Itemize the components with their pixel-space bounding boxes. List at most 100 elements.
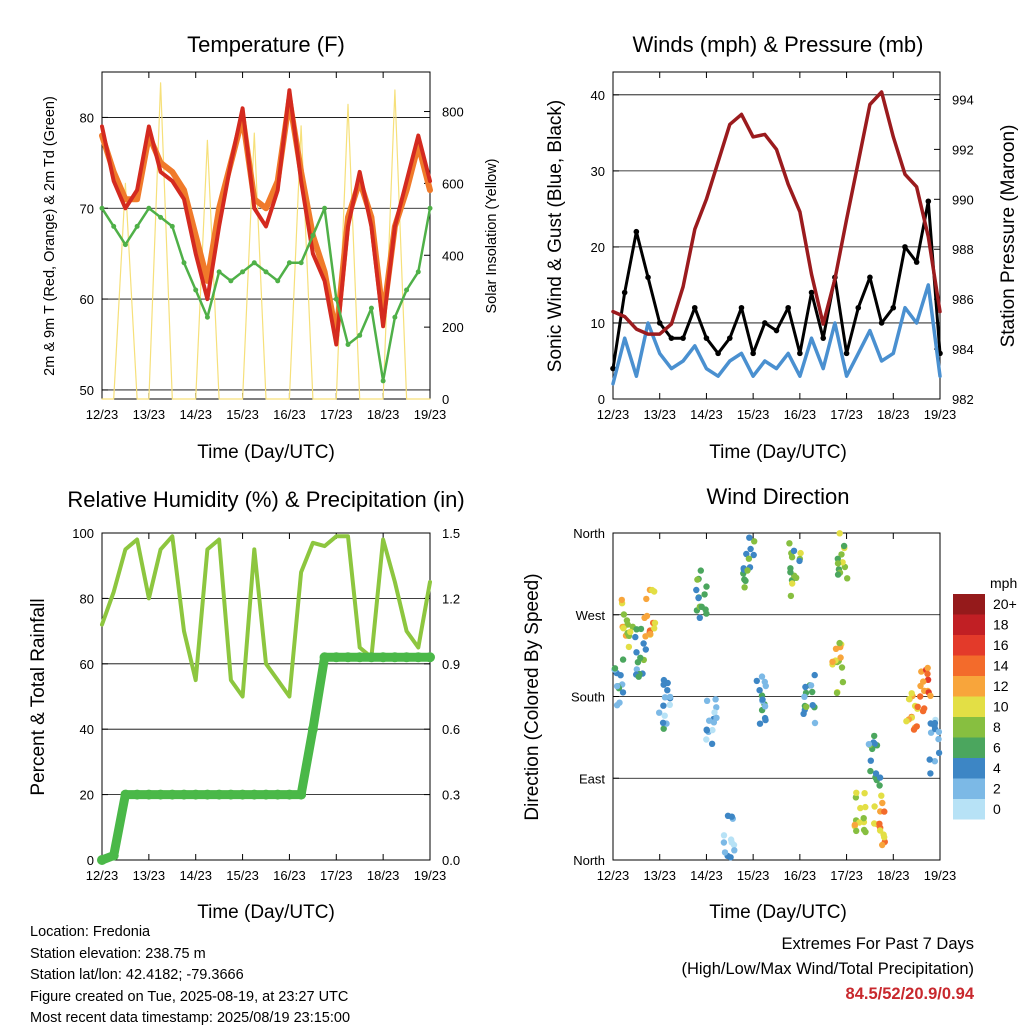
direction-point [728, 813, 735, 820]
x-tick-label: 18/23 [877, 407, 910, 422]
direction-point [793, 574, 800, 581]
direction-point [832, 645, 840, 652]
y2-tick-label: 990 [952, 192, 974, 207]
winds-plot-area: 12/23 13/23 14/23 15/23 16/23 17/23 18/23 19/23… [591, 71, 974, 422]
direction-point [619, 656, 627, 663]
precip-point [354, 652, 365, 663]
y2-tick-label: 0.3 [442, 788, 460, 803]
direction-point [632, 633, 639, 641]
direction-point [762, 716, 769, 724]
direction-point [753, 677, 760, 685]
y-tick-label: East [579, 771, 605, 786]
direction-point [720, 839, 728, 846]
legend-swatch [953, 594, 985, 615]
direction-point [903, 718, 910, 725]
y-tick-label: South [571, 690, 605, 705]
y-tick-label: 70 [80, 201, 94, 216]
direction-point [924, 670, 931, 678]
precip-point [425, 652, 435, 663]
x-tick-label: 12/23 [597, 407, 630, 422]
x-tick-label: 14/23 [690, 868, 723, 883]
direction-point [802, 683, 809, 691]
direction-point [834, 571, 842, 578]
direction-point [860, 826, 868, 834]
x-tick-label: 16/23 [784, 407, 817, 422]
humidity-ylabel-left: Percent & Total Rainfall [28, 598, 49, 795]
direction-point [761, 678, 768, 686]
direction-point [694, 576, 701, 583]
direction-point [696, 614, 703, 621]
gust-line [611, 199, 942, 371]
direction-point [862, 803, 869, 811]
extremes-subtitle: (High/Low/Max Wind/Total Precipitation) [681, 960, 974, 978]
direction-point [637, 654, 644, 661]
direction-point [910, 726, 918, 733]
winds-ylabel-left: Sonic Wind & Gust (Blue, Black) [545, 100, 566, 372]
direction-point [788, 554, 796, 561]
direction-point [664, 687, 671, 694]
precip-point [389, 652, 400, 663]
direction-point [838, 551, 845, 558]
station-elevation: Station elevation: 238.75 m [30, 945, 206, 962]
direction-point [703, 610, 710, 617]
direction-point [905, 695, 913, 703]
direction-point [876, 782, 883, 789]
y2-tick-label: 200 [442, 320, 464, 335]
direction-point [927, 770, 934, 777]
direction-point [703, 736, 710, 743]
direction-point [833, 689, 841, 697]
direction-point [651, 588, 658, 595]
precip-point [296, 789, 307, 800]
y2-tick-label: 986 [952, 292, 974, 307]
direction-point [796, 557, 803, 565]
direction-point [801, 693, 808, 700]
direction-point [879, 841, 886, 849]
precip-point [319, 652, 330, 663]
direction-point [741, 584, 748, 591]
extremes-box: Extremes For Past 7 Days (High/Low/Max W… [681, 932, 974, 1007]
speed-color-legend: 20+ 18 16 14 12 10 8 6 4 2 0 [953, 594, 1017, 820]
direction-point [731, 847, 738, 854]
direction-point [881, 808, 888, 815]
direction-point [643, 595, 650, 603]
precip-point [307, 724, 318, 735]
x-tick-label: 15/23 [226, 407, 259, 422]
winds-ylabel-right: Station Pressure (Maroon) [998, 125, 1019, 348]
precip-point [249, 789, 260, 800]
direction-point [924, 664, 931, 672]
x-tick-label: 19/23 [924, 868, 957, 883]
direction-point [666, 693, 674, 701]
figure-created: Figure created on Tue, 2025-08-19, at 23… [30, 988, 349, 1005]
direction-point [746, 534, 753, 541]
precip-point [167, 789, 178, 800]
y-tick-label: North [573, 853, 605, 868]
direction-point [660, 681, 667, 688]
direction-point [809, 702, 816, 709]
temperature-panel: Temperature (F) 2m & 9m T (Red, Orange) … [42, 32, 500, 463]
x-tick-label: 19/23 [414, 868, 447, 883]
x-tick-label: 15/23 [226, 868, 259, 883]
direction-point [741, 576, 748, 583]
y-tick-label: 80 [80, 591, 94, 606]
x-tick-label: 18/23 [367, 407, 400, 422]
direction-point [865, 741, 873, 748]
direction-point [651, 619, 659, 627]
precip-point [261, 789, 271, 800]
legend-swatch [953, 676, 985, 697]
legend-label: 4 [993, 760, 1001, 776]
direction-point [811, 719, 819, 727]
direction-point [642, 646, 649, 653]
direction-point [618, 596, 625, 604]
temperature-ylabel-left: 2m & 9m T (Red, Orange) & 2m Td (Green) [42, 96, 58, 376]
legend-swatch [953, 696, 985, 717]
x-tick-label: 16/23 [273, 868, 306, 883]
y-tick-label: 100 [72, 526, 94, 541]
direction-point [876, 774, 884, 781]
direction-ylabel-left: Direction (Colored By Speed) [522, 573, 543, 820]
precip-total-line [97, 652, 435, 865]
direction-point [839, 678, 847, 686]
precip-point [343, 652, 353, 663]
direction-point [914, 703, 921, 710]
direction-point [790, 547, 798, 554]
direction-point [834, 555, 841, 562]
